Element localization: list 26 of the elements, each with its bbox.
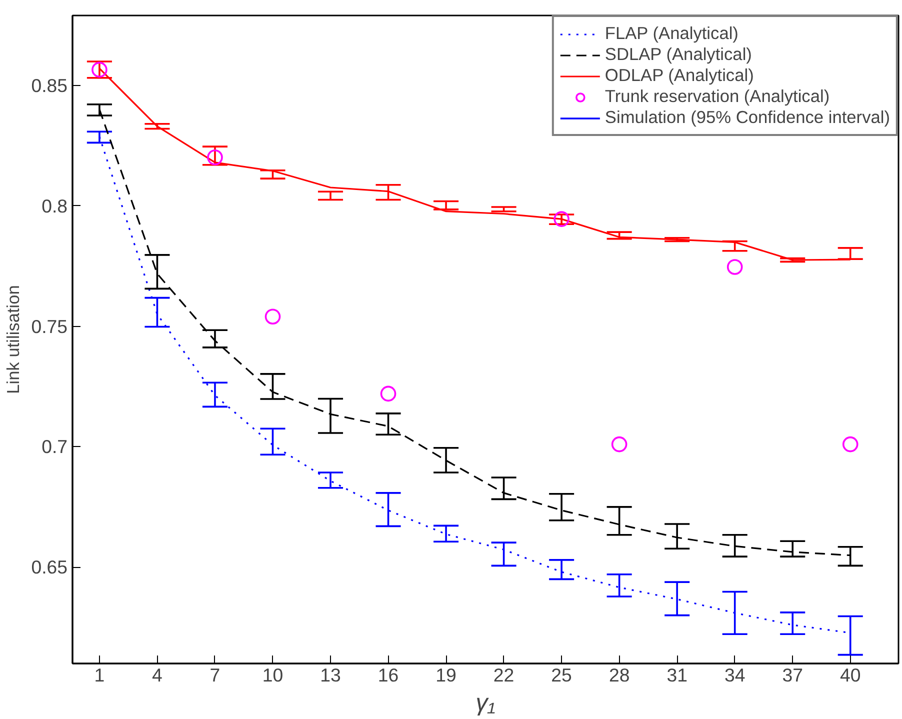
legend-label: ODLAP (Analytical) <box>604 65 754 86</box>
legend-label: Trunk reservation (Analytical) <box>604 86 830 107</box>
x-tick-label: 40 <box>840 664 861 686</box>
x-tick-label: 31 <box>666 664 688 686</box>
x-tick-label: 28 <box>608 664 630 686</box>
x-tick-label: 1 <box>94 664 105 686</box>
y-tick-label: 0.75 <box>31 316 68 337</box>
x-tick-label: 10 <box>262 664 284 686</box>
legend-label: Simulation (95% Confidence interval) <box>604 107 890 128</box>
x-tick-label: 22 <box>493 664 514 686</box>
x-tick-label: 7 <box>210 664 220 686</box>
y-tick-label: 0.8 <box>42 195 68 216</box>
legend-label: SDLAP (Analytical) <box>604 44 752 65</box>
y-tick-label: 0.7 <box>42 436 68 458</box>
x-tick-label: 13 <box>320 664 341 686</box>
x-axis-title: γ₁ <box>476 690 496 716</box>
legend-label: FLAP (Analytical) <box>604 23 738 44</box>
x-tick-label: 37 <box>782 664 803 686</box>
x-tick-label: 19 <box>436 664 456 686</box>
y-tick-label: 0.85 <box>31 74 68 96</box>
x-tick-label: 34 <box>724 664 746 686</box>
y-axis-title: Link utilisation <box>3 285 24 394</box>
x-tick-label: 25 <box>551 664 572 686</box>
x-tick-label: 16 <box>378 664 399 686</box>
x-tick-label: 4 <box>152 664 162 686</box>
y-tick-label: 0.65 <box>31 556 68 578</box>
